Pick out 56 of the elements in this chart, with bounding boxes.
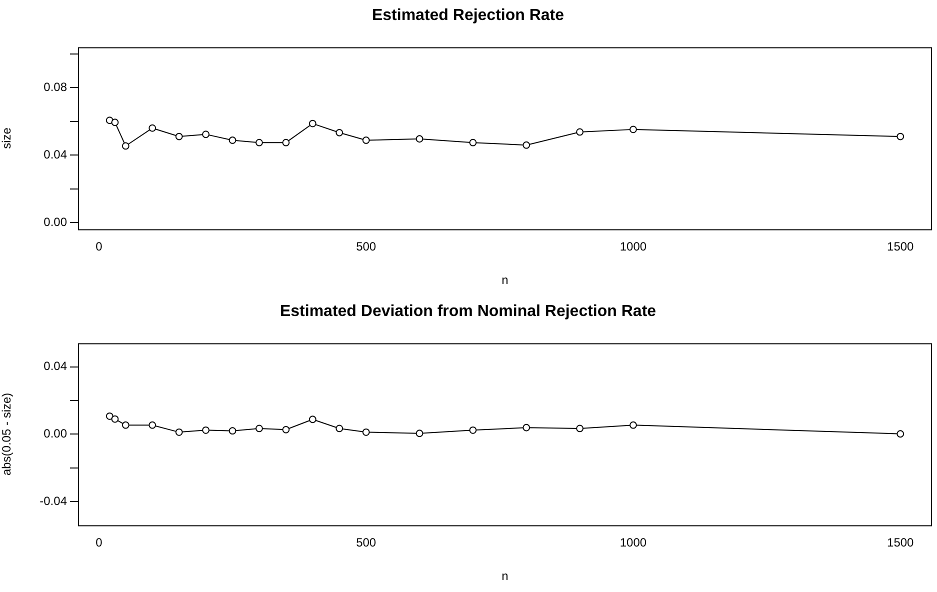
point [576,424,584,432]
point [122,421,130,429]
y-tick-label: 0.00 [44,214,68,229]
y-tick-label: 0.00 [44,426,68,441]
point [896,132,904,140]
point [111,118,119,126]
point [148,421,156,429]
y-tick-label: 0.04 [44,359,68,374]
point [336,128,344,136]
y-tick-label: -0.04 [40,494,68,508]
point [308,416,316,424]
point [308,120,316,128]
y-tick-label: 0.08 [44,80,68,94]
point [256,138,263,146]
point [469,426,477,434]
x-tick-label: 1000 [620,536,647,550]
point [282,138,290,146]
point [106,412,114,420]
y-tick-label: 0.04 [44,147,68,162]
chart-title: Estimated Deviation from Nominal Rejection Rate [280,303,656,320]
point [282,426,290,434]
point [630,126,637,134]
point [416,135,424,143]
point [336,424,344,432]
point [522,424,530,432]
chart-title: Estimated Rejection Rate [372,7,564,24]
point [522,141,530,149]
x-tick-label: 0 [96,536,103,550]
point [576,128,584,136]
point [416,430,424,438]
point [896,430,904,438]
y-axis-title: abs(0.05 - size) [0,392,14,476]
y-axis-title: size [0,127,14,149]
x-tick-label: 1000 [620,240,647,254]
point [202,130,210,138]
point [228,136,236,144]
x-tick-label: 500 [356,240,376,254]
x-tick-label: 1500 [887,536,914,550]
point [630,421,637,429]
point [256,424,263,432]
point [175,132,183,140]
point [122,142,130,150]
point [228,427,236,435]
point [469,138,477,146]
point [202,426,210,434]
x-tick-label: 0 [96,240,103,254]
x-axis-title: n [502,569,508,584]
x-tick-label: 1500 [887,240,914,254]
x-axis-title: n [502,273,508,288]
point [362,428,370,436]
point [175,428,183,436]
point [148,124,156,132]
x-tick-label: 500 [356,536,376,550]
point [111,415,119,423]
point [362,136,370,144]
point [106,116,114,124]
